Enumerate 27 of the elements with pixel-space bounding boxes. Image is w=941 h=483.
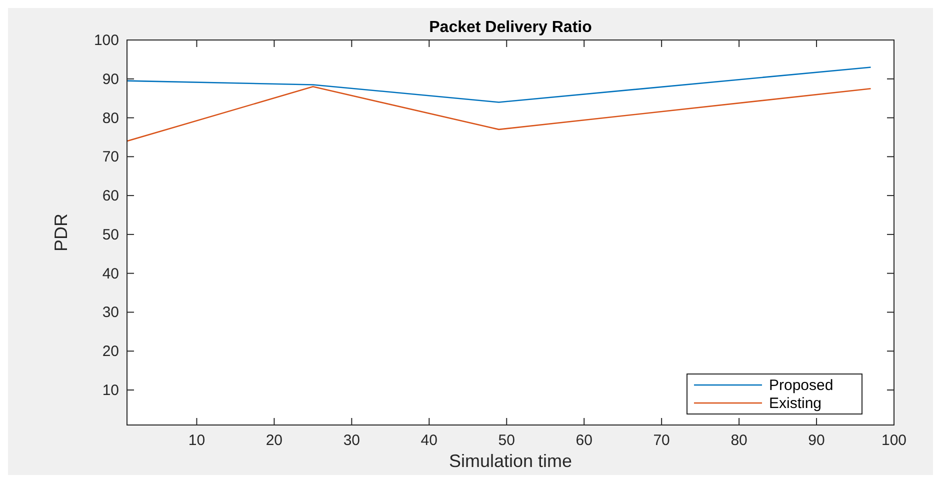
line-series	[126, 66, 872, 103]
x-tick-label: 30	[343, 432, 360, 449]
x-tick-label: 80	[730, 432, 748, 449]
x-tick-label: 50	[498, 432, 515, 449]
y-tick-label: 20	[102, 343, 119, 360]
y-tick-label: 90	[102, 70, 119, 88]
y-tick-label: 30	[102, 304, 119, 322]
line-series	[126, 86, 872, 142]
x-tick-label: 40	[420, 432, 438, 449]
y-tick-label: 50	[102, 226, 119, 244]
x-tick-label: 10	[188, 432, 206, 449]
chart-title: Packet Delivery Ratio	[429, 19, 592, 36]
x-tick-label: 70	[653, 432, 670, 449]
x-axis-title: Simulation time	[448, 451, 572, 471]
y-tick-label: 40	[102, 265, 119, 282]
y-tick-label: 10	[102, 382, 119, 399]
y-axis-title: PDR	[51, 213, 71, 252]
y-tick-label: 60	[102, 188, 119, 205]
x-tick-label: 90	[808, 432, 825, 449]
legend-label: Proposed	[769, 377, 834, 394]
x-tick-label: 20	[266, 432, 283, 449]
y-tick-label: 70	[102, 148, 119, 166]
legend-label: Existing	[769, 395, 822, 412]
y-tick-label: 80	[102, 110, 119, 127]
x-tick-label: 60	[576, 432, 592, 449]
x-tick-label: 100	[881, 432, 907, 449]
y-tick-label: 100	[94, 32, 119, 49]
